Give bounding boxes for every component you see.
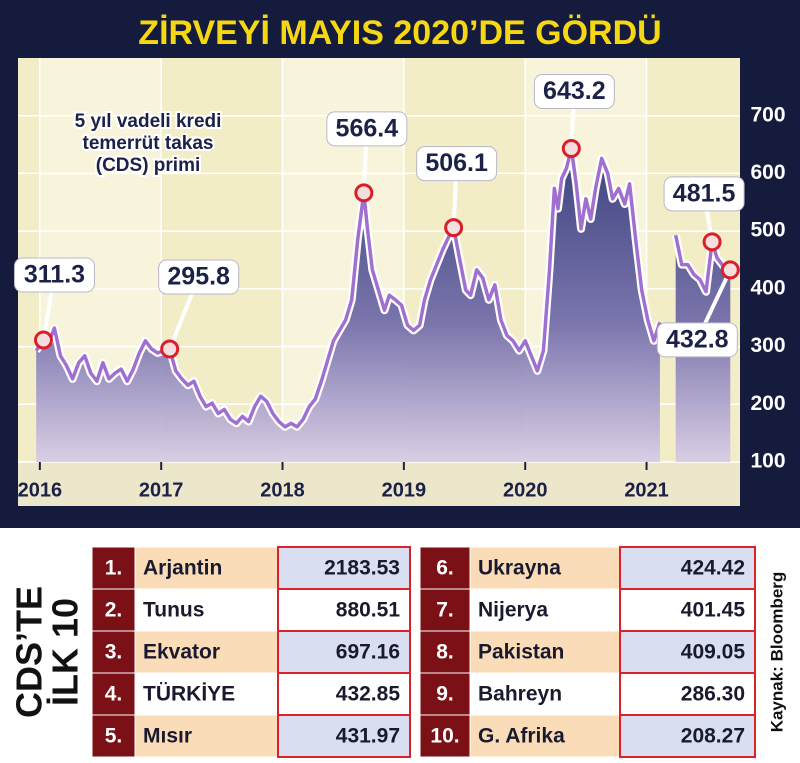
rank-cell: [419, 630, 471, 674]
cds-value: 2183.53: [324, 557, 400, 580]
value-cell: [277, 546, 411, 590]
x-tick-label: 2019: [382, 479, 427, 501]
table-title: CDS’TE: [9, 586, 50, 718]
highlight-point: [561, 138, 581, 158]
table-title: İLK 10: [45, 598, 86, 706]
country: Arjantin: [143, 557, 222, 580]
annotation: (CDS) primi: [96, 155, 201, 176]
highlight-point: [720, 260, 740, 280]
callout-box: [656, 322, 738, 358]
data-label: 295.8: [167, 263, 230, 291]
y-tick-label: 100: [750, 450, 785, 473]
country: G. Afrika: [478, 725, 565, 748]
y-tick-label: 600: [750, 161, 785, 184]
cds-value: 208.27: [681, 725, 745, 748]
rank-cell: [91, 672, 136, 716]
name-cell: [134, 546, 279, 590]
callout-box: [158, 259, 240, 295]
rank: 6.: [436, 557, 454, 580]
cds-value: 697.16: [336, 641, 400, 664]
highlight-point: [354, 183, 374, 203]
value-cell: [619, 630, 756, 674]
data-label: 481.5: [673, 179, 736, 207]
data-label: 432.8: [666, 326, 729, 354]
cds-value: 409.05: [681, 641, 746, 664]
value-cell: [277, 714, 411, 758]
data-label: 311.3: [24, 261, 85, 289]
cds-value: 432.85: [336, 683, 401, 706]
x-tick-label: 2017: [139, 479, 184, 501]
name-cell: [134, 630, 279, 674]
rank-cell: [419, 588, 471, 632]
value-cell: [619, 714, 756, 758]
rank: 8.: [436, 641, 454, 664]
country: Ekvator: [143, 641, 220, 664]
rank: 9.: [436, 683, 454, 706]
highlight-point: [33, 330, 53, 350]
name-cell: [469, 630, 621, 674]
x-tick-label: 2018: [260, 479, 305, 501]
country: Ukrayna: [478, 557, 561, 580]
rank-cell: [419, 714, 471, 758]
source: Kaynak: Bloomberg: [767, 572, 786, 733]
annotation: temerrüt takas: [83, 133, 214, 154]
value-cell: [277, 630, 411, 674]
area: [36, 148, 731, 462]
y-tick-label: 500: [750, 219, 785, 242]
highlight-point: [160, 339, 180, 359]
cds-value: 401.45: [681, 599, 746, 622]
country: Bahreyn: [478, 683, 562, 706]
rank: 7.: [436, 599, 454, 622]
cds-value: 431.97: [336, 725, 400, 748]
country: Tunus: [143, 599, 204, 622]
cds-value: 424.42: [681, 557, 745, 580]
highlight-point: [702, 232, 722, 252]
callout-box: [13, 257, 95, 293]
country: Nijerya: [478, 599, 548, 622]
rank: 1.: [105, 557, 123, 580]
value-cell: [277, 588, 411, 632]
data-label: 566.4: [336, 114, 399, 142]
y-tick-label: 300: [750, 334, 785, 357]
data-label: 643.2: [543, 77, 606, 105]
cds-value: 880.51: [336, 599, 401, 622]
rank: 4.: [105, 683, 123, 706]
callout-box: [663, 176, 745, 212]
cds-value: 286.30: [681, 683, 745, 706]
value-cell: [619, 672, 756, 716]
data-label: 506.1: [425, 149, 488, 177]
value-cell: [619, 588, 756, 632]
rank: 3.: [105, 641, 123, 664]
x-axis-band: [18, 462, 740, 506]
y-tick-label: 200: [750, 392, 785, 415]
y-tick-label: 700: [750, 103, 785, 126]
callout-box: [326, 111, 408, 147]
chart-title: ZİRVEYİ MAYIS 2020’DE GÖRDÜ: [138, 14, 661, 52]
rank: 5.: [105, 725, 123, 748]
highlight-point: [444, 218, 464, 238]
country: Mısır: [143, 725, 192, 748]
country: TÜRKİYE: [143, 683, 235, 706]
x-tick-label: 2020: [503, 479, 548, 501]
rank-cell: [91, 714, 136, 758]
country: Pakistan: [478, 641, 564, 664]
name-cell: [469, 672, 621, 716]
value-cell: [619, 546, 756, 590]
y-tick-label: 400: [750, 276, 785, 299]
callout-box: [533, 73, 615, 109]
rank: 10.: [430, 725, 459, 748]
x-tick-label: 2021: [624, 479, 669, 501]
value-cell: [277, 672, 411, 716]
annotation: 5 yıl vadeli kredi: [75, 111, 222, 132]
rank: 2.: [105, 599, 123, 622]
callout-box: [416, 146, 498, 182]
rank-cell: [91, 588, 136, 632]
x-tick-label: 2016: [18, 479, 63, 501]
